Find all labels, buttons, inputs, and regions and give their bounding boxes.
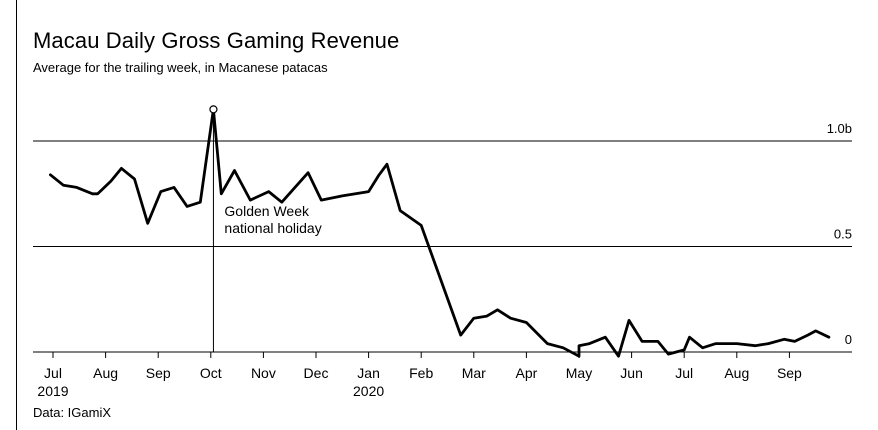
x-tick-label: Oct bbox=[200, 365, 222, 381]
x-tick-label: Nov bbox=[251, 365, 276, 381]
x-tick-label: Apr bbox=[516, 365, 538, 381]
annotation-peak-marker bbox=[209, 105, 218, 114]
source-note: Data: IGamiX bbox=[33, 405, 112, 420]
x-tick-year-label: 2019 bbox=[37, 383, 68, 399]
x-tick-year-label: 2020 bbox=[353, 383, 384, 399]
x-tick-label: May bbox=[566, 365, 592, 381]
annotation-text-line2: national holiday bbox=[224, 220, 321, 236]
x-tick-label: Feb bbox=[409, 365, 433, 381]
x-tick-label: Jul bbox=[44, 365, 62, 381]
x-tick-label: Aug bbox=[93, 365, 118, 381]
annotation-text-line1: Golden Week bbox=[224, 203, 310, 219]
left-border-rule bbox=[16, 0, 17, 430]
y-tick-label: 0 bbox=[845, 332, 852, 347]
series-line bbox=[49, 108, 831, 358]
y-tick-label: 0.5 bbox=[834, 227, 852, 242]
x-tick-label: Mar bbox=[462, 365, 486, 381]
x-tick-label: Sep bbox=[777, 365, 802, 381]
x-tick-label: Jun bbox=[620, 365, 643, 381]
x-tick-label: Jan bbox=[357, 365, 380, 381]
x-tick-label: Jul bbox=[675, 365, 693, 381]
x-tick-label: Sep bbox=[146, 365, 171, 381]
y-tick-label: 1.0b bbox=[827, 121, 852, 136]
chart-subtitle: Average for the trailing week, in Macane… bbox=[33, 60, 328, 75]
x-tick-label: Dec bbox=[304, 365, 329, 381]
x-tick-label: Aug bbox=[724, 365, 749, 381]
chart-title: Macau Daily Gross Gaming Revenue bbox=[33, 28, 400, 53]
